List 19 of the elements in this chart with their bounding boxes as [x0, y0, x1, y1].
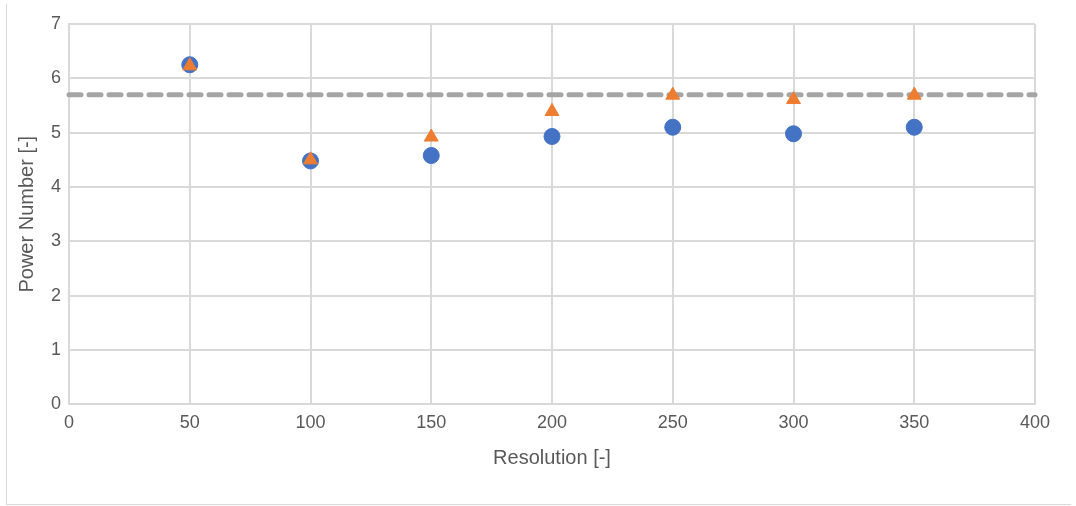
x-tick-label: 0	[64, 412, 75, 433]
x-tick-label: 400	[1019, 412, 1051, 433]
x-tick-label: 200	[536, 412, 568, 433]
x-tick-label: 250	[657, 412, 688, 433]
y-tick-label: 4	[51, 176, 62, 196]
y-tick-label: 1	[51, 339, 62, 360]
x-tick-label: 50	[179, 412, 200, 433]
y-tick-label: 5	[51, 121, 62, 142]
y-tick-label: 2	[51, 284, 62, 305]
x-axis-title: Resolution [-]	[493, 445, 611, 468]
x-tick-label: 150	[416, 412, 447, 433]
y-axis-title: Power Number [-]	[14, 135, 37, 293]
x-tick-label: 300	[778, 412, 809, 433]
y-tick-label: 6	[51, 67, 62, 88]
y-tick-label: 7	[51, 12, 62, 33]
x-tick-label: 100	[295, 412, 326, 433]
y-tick-label: 0	[51, 393, 62, 414]
y-tick-label: 3	[51, 230, 62, 251]
x-tick-label: 350	[899, 412, 930, 433]
